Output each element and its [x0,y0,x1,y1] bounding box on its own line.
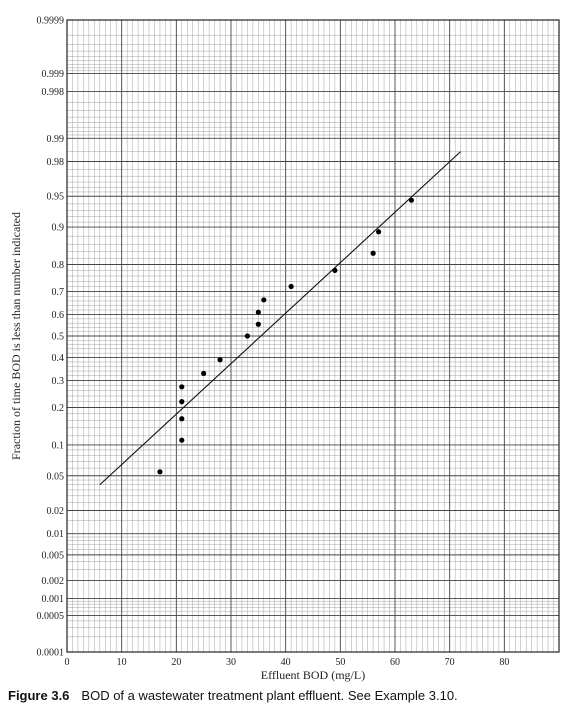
data-point [332,267,338,273]
y-tick-label: 0.1 [52,440,65,451]
data-points [157,197,414,475]
y-tick-labels: 0.0001 0.0005 0.001 0.002 0.005 0.01 0.02 0.05 0… [37,16,65,659]
y-tick-label: 0.9999 [37,16,65,27]
y-tick-label: 0.998 [42,87,65,98]
x-axis-title: Effluent BOD (mg/L) [261,668,365,682]
y-tick-label: 0.99 [47,134,65,145]
x-tick-label: 40 [281,657,291,668]
x-tick-label: 70 [445,657,455,668]
y-tick-label: 0.001 [42,594,65,605]
data-point [157,469,163,475]
probability-chart: 0.0001 0.0005 0.001 0.002 0.005 0.01 0.02 0.05 0… [9,16,560,682]
x-tick-label: 0 [65,657,70,668]
y-tick-label: 0.01 [47,529,65,540]
y-tick-label: 0.7 [52,287,65,298]
data-point [261,297,267,303]
y-tick-label: 0.999 [42,69,65,80]
y-tick-label: 0.8 [52,260,65,271]
data-point [288,283,294,290]
x-tick-label: 30 [226,657,236,668]
data-point [217,357,223,363]
y-tick-label: 0.0001 [37,648,65,659]
data-point [376,229,382,235]
y-tick-label: 0.005 [42,550,65,561]
y-tick-label: 0.98 [47,157,65,168]
y-tick-label: 0.5 [52,332,65,343]
y-tick-label: 0.05 [47,471,65,482]
y-tick-label: 0.6 [52,310,65,321]
y-tick-label: 0.95 [47,192,65,203]
y-tick-label: 0.02 [47,506,65,517]
y-tick-label: 0.3 [52,376,65,387]
y-tick-label: 0.002 [42,576,65,587]
data-point [370,250,376,256]
figure-caption: Figure 3.6 BOD of a wastewater treatment … [8,688,563,703]
data-point [179,437,185,443]
data-point [179,399,185,405]
x-tick-label: 80 [499,657,509,668]
x-tick-label: 60 [390,657,400,668]
data-point [244,333,250,339]
data-point [179,384,185,390]
y-tick-label: 0.9 [52,223,65,234]
data-point [408,197,414,203]
y-tick-label: 0.4 [52,353,65,364]
data-point [179,416,185,422]
fit-line [99,151,461,486]
caption-text: BOD of a wastewater treatment plant effl… [81,688,458,703]
fit-line-layer [99,151,461,486]
x-tick-labels: 0 10 20 30 40 50 60 70 80 [65,657,510,668]
data-point [255,309,261,315]
y-tick-label: 0.0005 [37,611,65,622]
x-tick-label: 50 [335,657,345,668]
plot-frame [66,19,560,653]
y-axis-title: Fraction of time BOD is less than number… [9,212,23,460]
x-tick-label: 10 [117,657,127,668]
x-tick-label: 20 [171,657,181,668]
figure-label: Figure 3.6 [8,688,70,703]
y-tick-label: 0.2 [52,403,65,414]
data-point [255,321,261,327]
data-point [201,370,207,376]
